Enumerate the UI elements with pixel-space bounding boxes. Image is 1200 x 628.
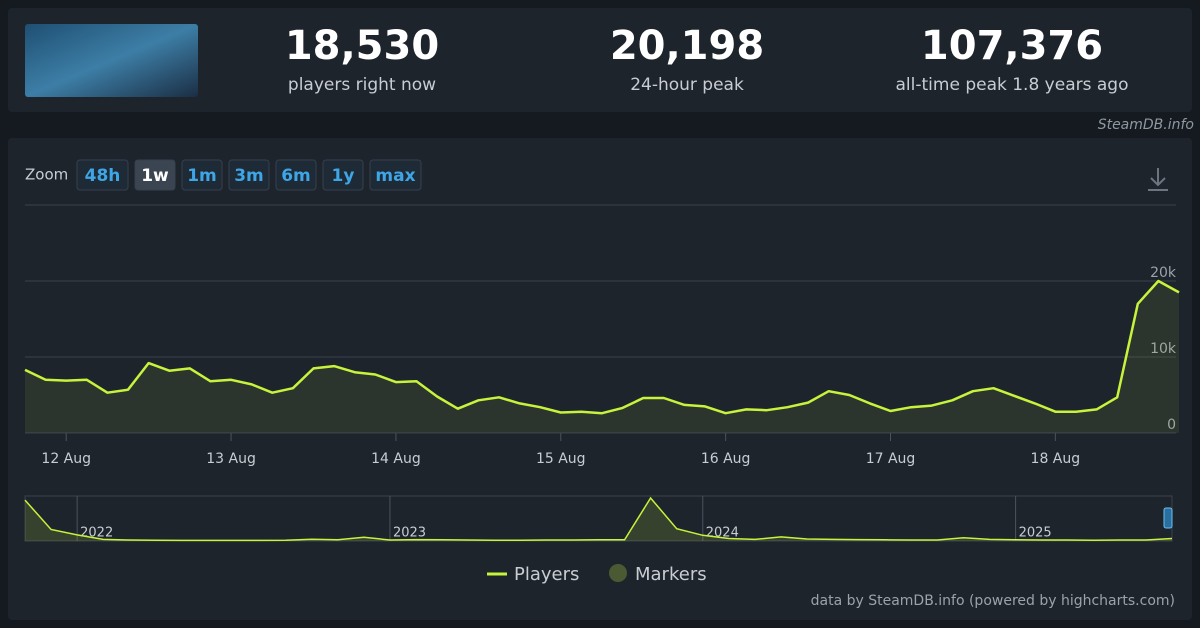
- zoom-button-label[interactable]: 48h: [85, 166, 121, 186]
- y-tick-label: 0: [1167, 417, 1176, 433]
- zoom-button[interactable]: [76, 159, 129, 191]
- y-tick-label: 10k: [1150, 341, 1177, 357]
- zoom-button[interactable]: [275, 159, 317, 191]
- stat-value: 18,530: [285, 23, 439, 69]
- stats-panel: [8, 8, 1192, 112]
- zoom-button-label[interactable]: 1w: [141, 166, 169, 186]
- legend-label[interactable]: Players: [514, 564, 579, 585]
- credit: data by SteamDB.info (powered by highcha…: [811, 593, 1175, 609]
- zoom-buttons: 48h 1w 1m 3m 6m 1y max: [76, 159, 422, 191]
- stat-label: all-time peak 1.8 years ago: [896, 75, 1129, 95]
- y-tick-label: 20k: [1150, 265, 1177, 281]
- stat-label: players right now: [288, 75, 436, 95]
- x-tick-label: 17 Aug: [866, 451, 916, 467]
- navigator: 2022 2023 2024 2025: [24, 495, 1173, 542]
- zoom-button-label[interactable]: 1m: [187, 166, 217, 186]
- zoom-button-label[interactable]: 6m: [281, 166, 311, 186]
- zoom-button[interactable]: [369, 159, 422, 191]
- navigator-year-label: 2025: [1019, 526, 1052, 541]
- legend: Players Markers: [487, 564, 707, 585]
- legend-label[interactable]: Markers: [635, 564, 707, 585]
- zoom-button[interactable]: [181, 159, 223, 191]
- x-tick-label: 14 Aug: [371, 451, 421, 467]
- zoom-button-label[interactable]: 3m: [234, 166, 264, 186]
- main-chart: 0 10k 20k 12 Aug 13 Aug 14 Aug 15 Aug 16 Aug 17 …: [24, 265, 1180, 467]
- x-tick-label: 13 Aug: [206, 451, 256, 467]
- navigator-line: [24, 496, 1173, 542]
- zoom-button-label[interactable]: max: [375, 166, 415, 186]
- legend-swatch[interactable]: [609, 564, 627, 582]
- series-line: [24, 279, 1180, 415]
- stats: 18,530 players right now 20,198 24-hour pea…: [285, 23, 1129, 95]
- x-tick-label: 18 Aug: [1031, 451, 1081, 467]
- zoom-button[interactable]: [322, 159, 364, 191]
- zoom-button[interactable]: [134, 159, 176, 191]
- x-tick-label: 16 Aug: [701, 451, 751, 467]
- stat-value: 20,198: [610, 23, 764, 69]
- stat-label: 24-hour peak: [630, 75, 744, 95]
- series-area: [25, 281, 1179, 433]
- watermark: SteamDB.info: [1098, 117, 1194, 133]
- navigator-year-label: 2023: [393, 526, 426, 541]
- stat-value: 107,376: [921, 23, 1103, 69]
- x-tick-label: 15 Aug: [536, 451, 586, 467]
- zoom-button-label[interactable]: 1y: [332, 166, 355, 186]
- chart-panel: [8, 138, 1192, 620]
- zoom-label: Zoom: [25, 166, 68, 184]
- x-tick-label: 12 Aug: [41, 451, 91, 467]
- zoom-button[interactable]: [228, 159, 270, 191]
- download-icon[interactable]: [1148, 168, 1168, 191]
- navigator-handle[interactable]: [1163, 507, 1173, 529]
- game-thumbnail: [25, 24, 198, 97]
